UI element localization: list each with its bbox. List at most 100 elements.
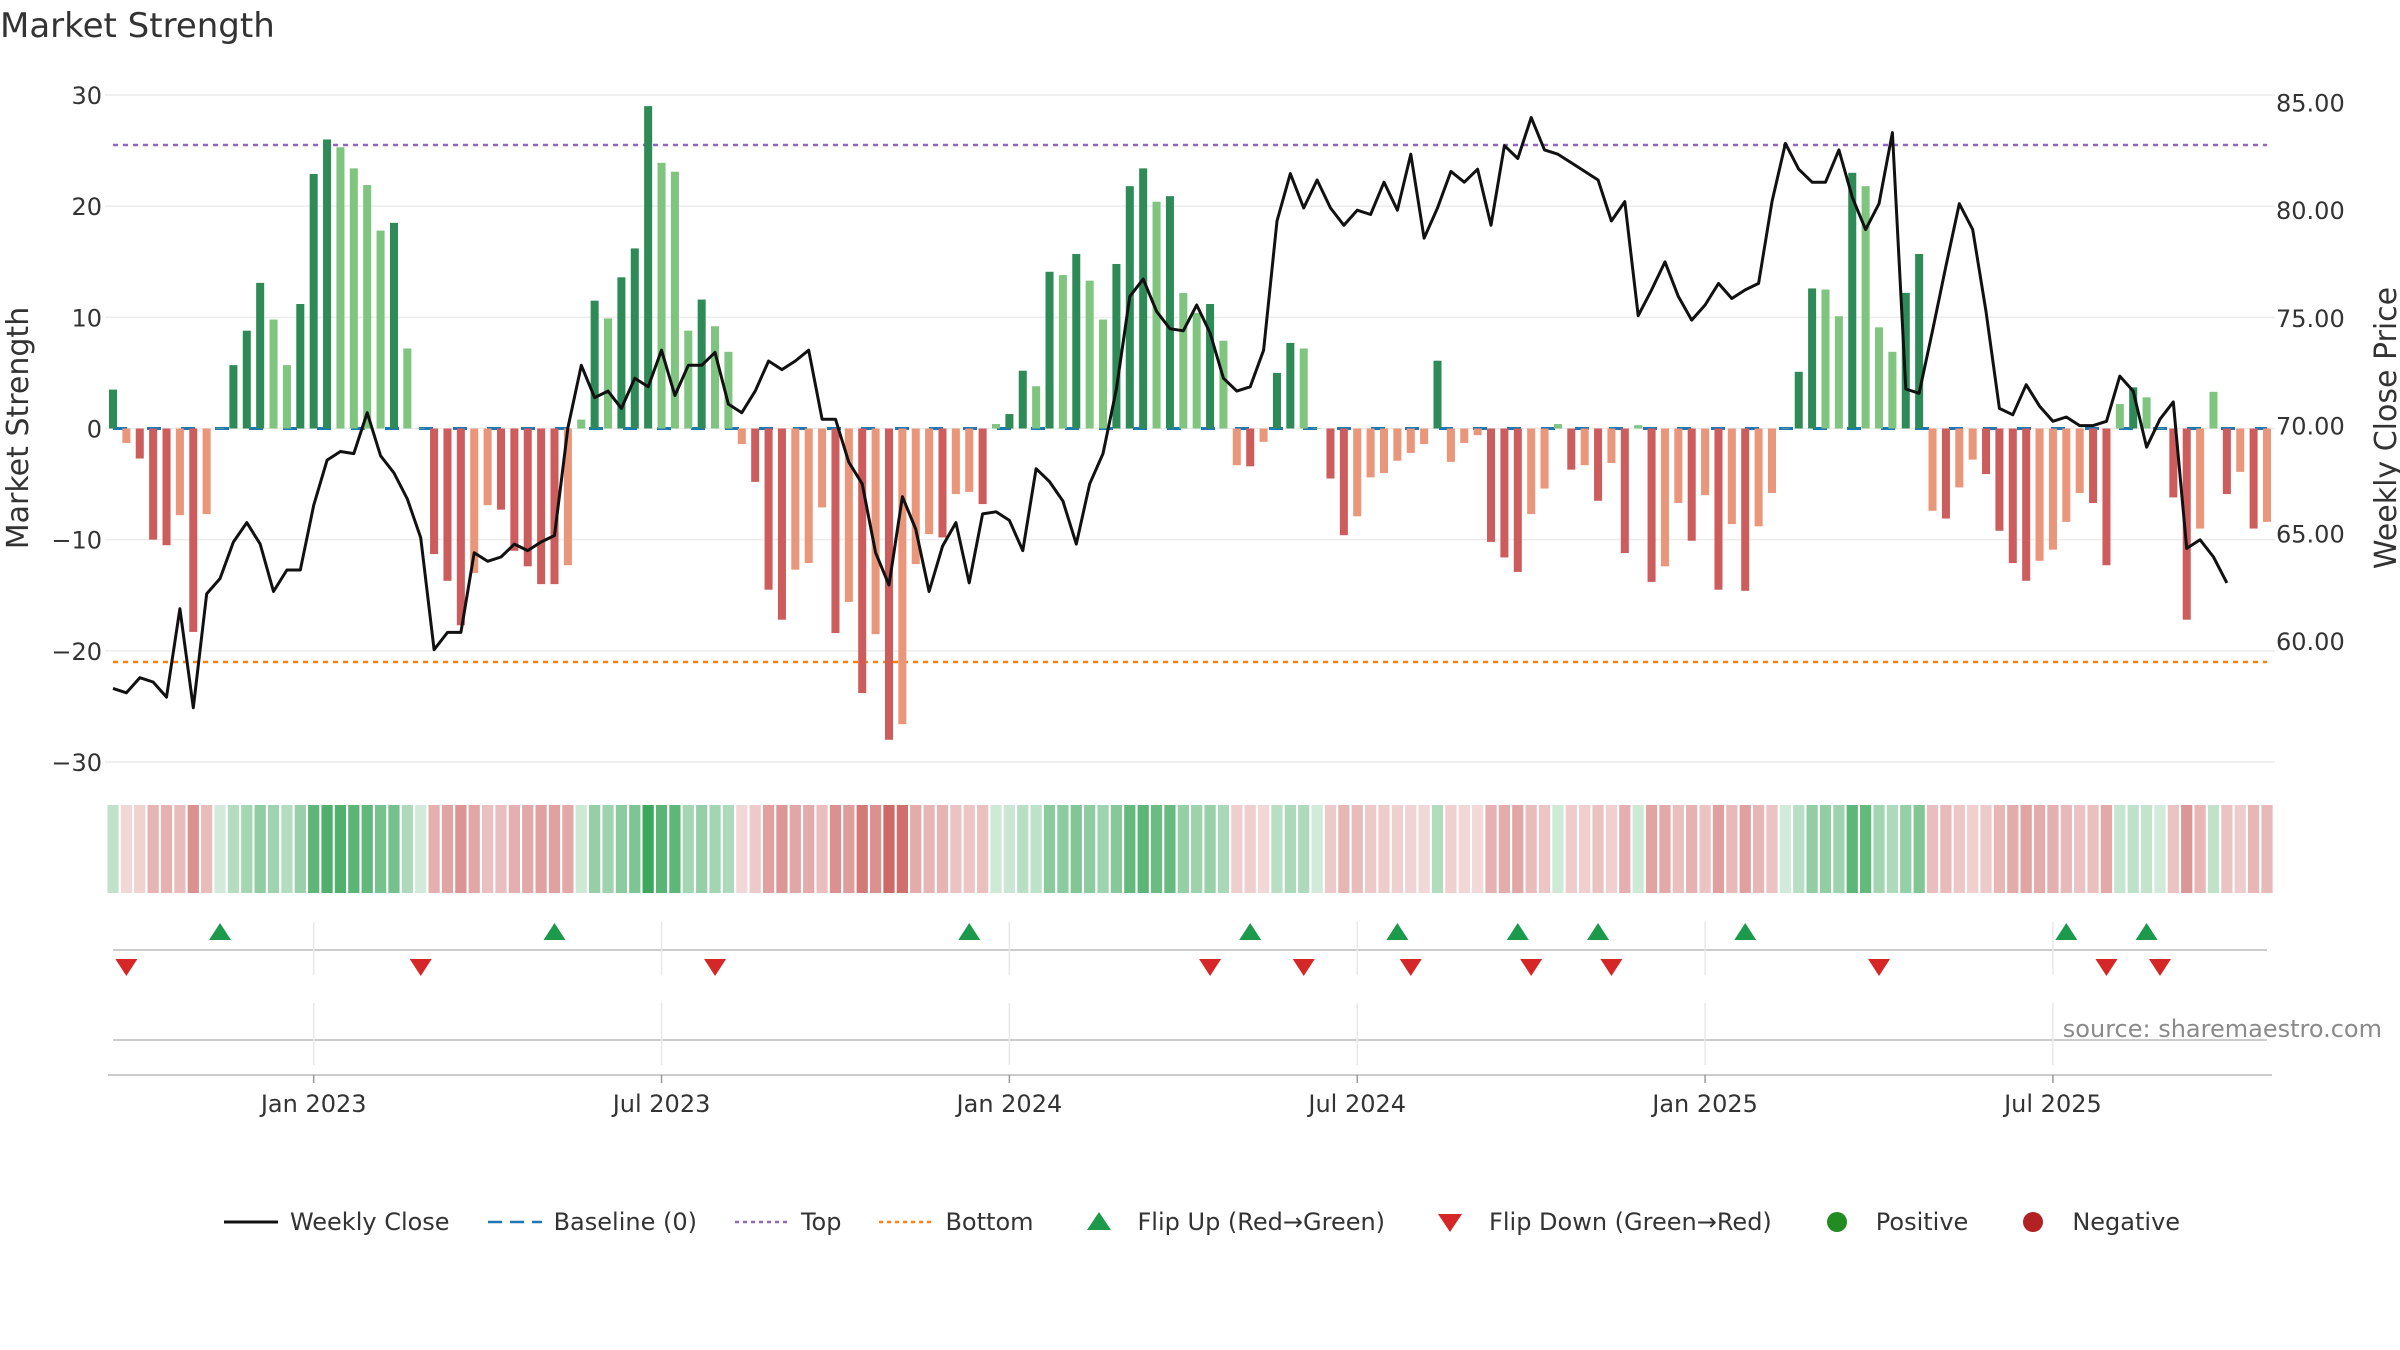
- strip-cell: [1110, 805, 1123, 893]
- strip-cell: [669, 805, 681, 893]
- strength-bar: [1941, 428, 1950, 519]
- strip-cell: [1204, 805, 1216, 893]
- strength-bar: [1339, 428, 1348, 536]
- strength-bar: [898, 428, 907, 725]
- strip-cell: [1418, 805, 1430, 893]
- strength-bar: [1874, 327, 1884, 429]
- strength-bar: [818, 428, 827, 508]
- chart-title: Market Strength: [0, 6, 275, 46]
- strip-cell: [2261, 805, 2273, 893]
- strip-cell: [1324, 805, 1337, 893]
- legend-label: Negative: [2072, 1208, 2181, 1236]
- strip-cell: [160, 805, 173, 893]
- strip-cell: [816, 805, 828, 893]
- strip-cell: [2114, 805, 2126, 893]
- legend-label: Flip Up (Red→Green): [1137, 1208, 1386, 1236]
- legend-item-baseline: Baseline (0): [484, 1208, 697, 1236]
- strip-cell: [2020, 805, 2032, 893]
- strength-bar: [1500, 428, 1509, 558]
- strength-bar: [1687, 428, 1696, 541]
- strip-cell: [776, 805, 788, 893]
- strength-bar: [1821, 289, 1830, 429]
- strip-cell: [2234, 805, 2246, 893]
- strength-bar: [282, 365, 291, 429]
- y-tick-label-left: 0: [87, 416, 102, 444]
- strip-cell: [1752, 805, 1765, 893]
- triangle-down-icon: [1419, 1210, 1481, 1234]
- strip-cell: [1846, 805, 1858, 893]
- strip-cell: [1672, 805, 1684, 893]
- strength-bar: [764, 428, 773, 590]
- strength-bar: [2262, 428, 2272, 522]
- strip-cell: [1445, 805, 1457, 893]
- strip-cell: [1619, 805, 1631, 893]
- flip-up-marker: [1587, 923, 1610, 940]
- strength-bar: [1246, 428, 1255, 467]
- strength-bar: [2236, 428, 2245, 472]
- strength-bar: [751, 428, 760, 482]
- strength-bar: [630, 248, 639, 429]
- strip-cell: [2154, 805, 2166, 893]
- strip-cell: [227, 805, 240, 893]
- strip-cell: [468, 805, 480, 893]
- strength-bar: [162, 428, 171, 546]
- strip-cell: [321, 805, 333, 893]
- strip-cell: [1003, 805, 1016, 893]
- strength-bar: [1420, 428, 1429, 445]
- strip-cell: [1926, 805, 1939, 893]
- strength-bar: [1366, 428, 1375, 478]
- strength-bar: [2169, 428, 2178, 498]
- strength-bar: [2035, 428, 2044, 561]
- strength-bar: [1634, 425, 1643, 429]
- strip-cell: [1391, 805, 1403, 893]
- legend-item-flip-up: Flip Up (Red→Green): [1068, 1208, 1386, 1236]
- strength-bar: [2249, 428, 2258, 529]
- strip-cell: [401, 805, 413, 893]
- legend-item-weekly-close: Weekly Close: [220, 1208, 450, 1236]
- strip-cell: [896, 805, 908, 893]
- strength-bar: [644, 106, 653, 429]
- strength-bars: [108, 106, 2272, 740]
- strip-cell: [1137, 805, 1149, 893]
- strength-bar: [1460, 428, 1469, 443]
- strength-bar: [376, 230, 385, 429]
- strip-cell: [1084, 805, 1096, 893]
- strip-cell: [1793, 805, 1805, 893]
- strip-cell: [1231, 805, 1243, 893]
- strip-cell: [1860, 805, 1872, 893]
- strip-cell: [522, 805, 534, 893]
- strength-bar: [1152, 201, 1161, 429]
- strip-cell: [1191, 805, 1203, 893]
- strip-cell: [1886, 805, 1899, 893]
- strength-bar: [1781, 428, 1790, 429]
- strip-cell: [2207, 805, 2220, 893]
- strength-bar: [510, 428, 519, 551]
- strength-bar: [1272, 372, 1281, 429]
- strength-bar: [1487, 428, 1496, 542]
- strip-cell: [2033, 805, 2046, 893]
- strength-bar: [1099, 319, 1108, 429]
- circle-icon: [1806, 1210, 1868, 1234]
- flip-up-marker: [958, 923, 981, 940]
- strength-bar: [617, 277, 626, 429]
- legend-dot-line-symbol: [875, 1210, 937, 1234]
- strip-cell: [388, 805, 400, 893]
- strip-cell: [1351, 805, 1363, 893]
- strip-cell: [709, 805, 721, 893]
- legend-dash-symbol: [484, 1210, 546, 1234]
- strip-cell: [415, 805, 427, 893]
- strength-bar: [202, 428, 211, 515]
- circle-icon: [2002, 1210, 2064, 1234]
- strip-cell: [120, 805, 132, 893]
- strip-cell: [843, 805, 855, 893]
- strength-bar: [670, 171, 679, 429]
- strip-cell: [562, 805, 574, 893]
- strip-cell: [696, 805, 708, 893]
- strength-bar: [1179, 292, 1188, 429]
- strip-cell: [2181, 805, 2193, 893]
- flip-down-marker: [1868, 959, 1891, 976]
- strip-cell: [910, 805, 922, 893]
- strength-bar: [1808, 288, 1817, 429]
- y-tick-label-right: 70.00: [2276, 413, 2345, 441]
